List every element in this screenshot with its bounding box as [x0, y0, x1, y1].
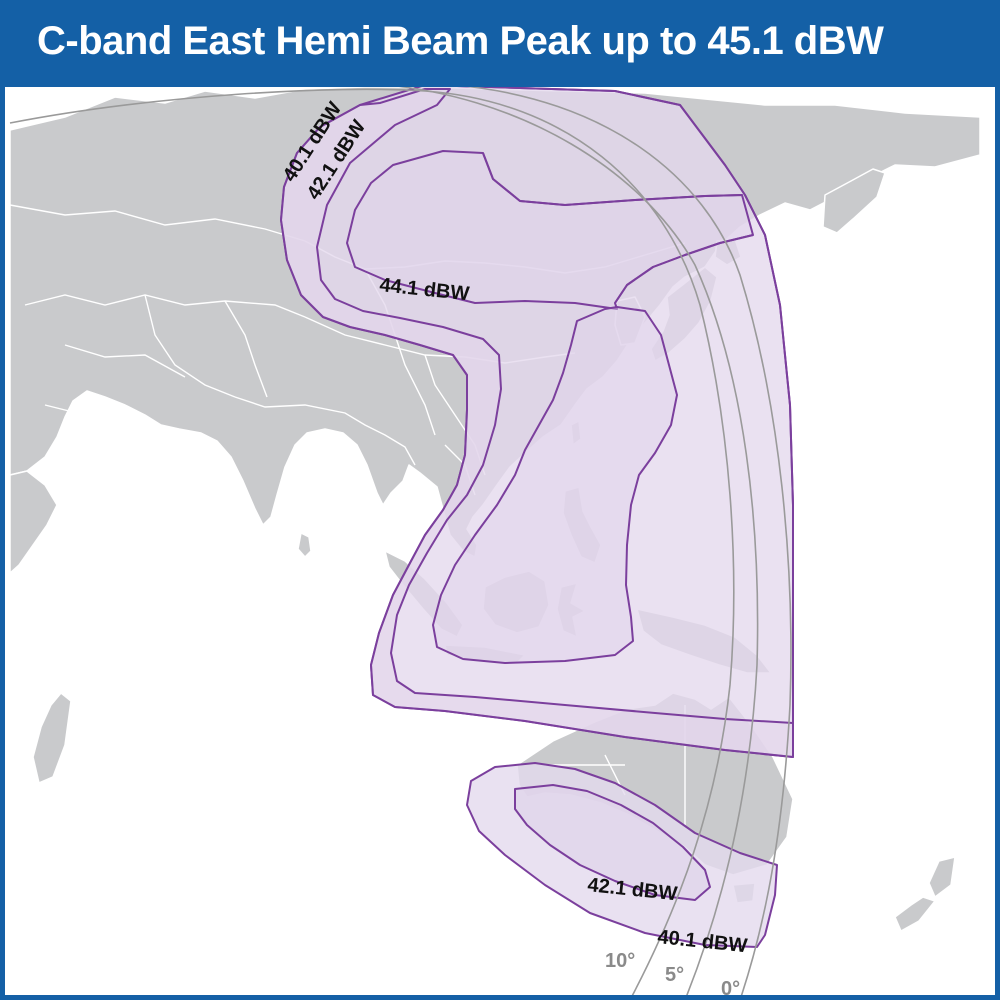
land-sri-lanka: [297, 532, 312, 558]
elevation-arcs: [9, 82, 792, 995]
page-title: C-band East Hemi Beam Peak up to 45.1 dB…: [37, 19, 884, 63]
label-elevation-0: 0°: [721, 978, 740, 1000]
land-madagascar: [32, 692, 72, 784]
arc-0-degrees: [454, 84, 792, 995]
coverage-map: 40.1 dBW 42.1 dBW 44.1 dBW 42.1 dBW 40.1…: [9, 82, 981, 1000]
contour-north-44-1-south: [432, 306, 678, 664]
land-arabia-africa: [9, 470, 58, 574]
coverage-north: [280, 84, 794, 758]
label-elevation-5: 5°: [665, 964, 684, 986]
title-bar: C-band East Hemi Beam Peak up to 45.1 dB…: [5, 5, 995, 87]
contour-south-42-1: [514, 784, 711, 901]
land-new-zealand: [894, 856, 956, 932]
land-kamchatka: [822, 168, 886, 234]
elevation-labels: 10° 5° 0°: [605, 950, 740, 1000]
arc-5-degrees: [364, 82, 759, 995]
coverage-south: [466, 762, 778, 948]
label-elevation-10: 10°: [605, 950, 635, 972]
arc-10-degrees: [9, 88, 735, 995]
